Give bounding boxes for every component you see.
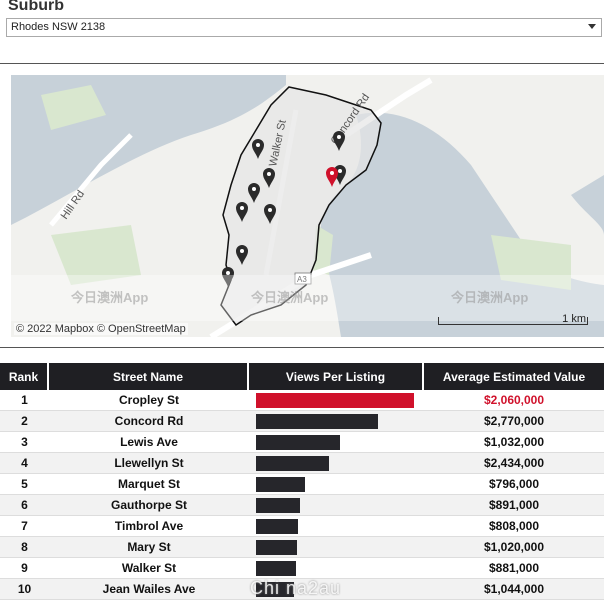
table-row[interactable]: 5 Marquet St $796,000 — [0, 474, 604, 495]
divider-mid — [0, 347, 604, 348]
scale-bar — [438, 317, 588, 325]
road-hill — [49, 133, 133, 227]
street-name-cell: Cropley St — [49, 390, 249, 411]
views-bar — [256, 476, 305, 492]
suburb-map[interactable]: Walker St Concord Rd Hill Rd A3 今日澳洲App … — [11, 75, 604, 337]
views-per-listing-cell — [249, 516, 424, 537]
average-estimated-value-cell: $808,000 — [424, 516, 604, 537]
table-row[interactable]: 7 Timbrol Ave $808,000 — [0, 516, 604, 537]
views-bar — [256, 497, 300, 513]
street-name-cell: Concord Rd — [49, 411, 249, 432]
watermark-band — [11, 275, 604, 321]
street-name-cell: Timbrol Ave — [49, 516, 249, 537]
views-bar — [256, 539, 297, 555]
street-name-cell: Llewellyn St — [49, 453, 249, 474]
watermark-1: 今日澳洲App — [71, 290, 149, 305]
watermark-3: 今日澳洲App — [451, 290, 529, 305]
road-badge-label: A3 — [297, 275, 307, 284]
scale-label: 1 km — [562, 313, 586, 325]
table-row[interactable]: 4 Llewellyn St $2,434,000 — [0, 453, 604, 474]
table-row[interactable]: 1 Cropley St $2,060,000 — [0, 390, 604, 411]
views-bar — [256, 455, 329, 471]
header-rank: Rank — [0, 363, 49, 390]
table-row[interactable]: 9 Walker St $881,000 — [0, 558, 604, 579]
pin-markers — [222, 131, 346, 287]
views-bar — [256, 434, 340, 450]
rank-cell: 3 — [0, 432, 49, 453]
rank-cell: 7 — [0, 516, 49, 537]
location-pin-icon[interactable] — [248, 183, 260, 203]
table-row[interactable]: 3 Lewis Ave $1,032,000 — [0, 432, 604, 453]
views-per-listing-cell — [249, 474, 424, 495]
rank-cell: 8 — [0, 537, 49, 558]
views-per-listing-cell — [249, 558, 424, 579]
chevron-down-icon — [588, 24, 596, 29]
park-east — [491, 235, 571, 290]
views-per-listing-cell — [249, 579, 424, 600]
views-per-listing-cell — [249, 453, 424, 474]
average-estimated-value-cell: $1,032,000 — [424, 432, 604, 453]
location-pin-icon[interactable] — [263, 168, 275, 188]
average-estimated-value-cell: $881,000 — [424, 558, 604, 579]
location-pin-icon[interactable] — [264, 204, 276, 224]
suburb-select-value: Rhodes NSW 2138 — [11, 21, 106, 33]
rank-cell: 6 — [0, 495, 49, 516]
street-name-cell: Mary St — [49, 537, 249, 558]
header-views-per-listing: Views Per Listing — [249, 363, 424, 390]
views-bar — [256, 392, 414, 408]
rank-cell: 10 — [0, 579, 49, 600]
ranking-table: Rank Street Name Views Per Listing Avera… — [0, 363, 604, 600]
water-bay-east — [571, 175, 604, 235]
location-pin-icon[interactable] — [222, 267, 234, 287]
rank-cell: 4 — [0, 453, 49, 474]
views-per-listing-cell — [249, 411, 424, 432]
average-estimated-value-cell: $2,770,000 — [424, 411, 604, 432]
rank-cell: 5 — [0, 474, 49, 495]
views-per-listing-cell — [249, 432, 424, 453]
rank-cell: 2 — [0, 411, 49, 432]
views-bar — [256, 581, 294, 597]
divider-top — [0, 63, 604, 64]
map-attribution[interactable]: © 2022 Mapbox © OpenStreetMap — [14, 323, 188, 335]
street-name-cell: Gauthorpe St — [49, 495, 249, 516]
views-per-listing-cell — [249, 390, 424, 411]
average-estimated-value-cell: $1,044,000 — [424, 579, 604, 600]
footer-watermark: Chi na2au — [250, 578, 342, 598]
table-row[interactable]: 2 Concord Rd $2,770,000 — [0, 411, 604, 432]
street-name-cell: Lewis Ave — [49, 432, 249, 453]
location-pin-icon[interactable] — [333, 131, 345, 151]
suburb-label: Suburb — [8, 0, 64, 14]
location-pin-icon[interactable] — [252, 139, 264, 159]
table-row[interactable]: 8 Mary St $1,020,000 — [0, 537, 604, 558]
views-bar — [256, 518, 298, 534]
park-west — [51, 225, 141, 285]
park-north — [41, 85, 106, 130]
location-pin-icon[interactable] — [236, 245, 248, 265]
table-row[interactable]: 10 Jean Wailes Ave $1,044,000 — [0, 579, 604, 600]
street-name-cell: Walker St — [49, 558, 249, 579]
header-street-name: Street Name — [49, 363, 249, 390]
map-canvas: Walker St Concord Rd Hill Rd A3 — [11, 75, 604, 337]
suburb-select[interactable]: Rhodes NSW 2138 — [6, 18, 602, 37]
average-estimated-value-cell: $796,000 — [424, 474, 604, 495]
average-estimated-value-cell: $1,020,000 — [424, 537, 604, 558]
header-average-estimated-value: Average Estimated Value — [424, 363, 604, 390]
views-bar — [256, 560, 296, 576]
street-name-cell: Marquet St — [49, 474, 249, 495]
average-estimated-value-cell: $2,060,000 — [424, 390, 604, 411]
road-badge — [294, 272, 312, 285]
street-name-cell: Jean Wailes Ave — [49, 579, 249, 600]
table-row[interactable]: 6 Gauthorpe St $891,000 — [0, 495, 604, 516]
watermark-2: 今日澳洲App — [251, 290, 329, 305]
average-estimated-value-cell: $891,000 — [424, 495, 604, 516]
views-per-listing-cell — [249, 495, 424, 516]
rank-cell: 9 — [0, 558, 49, 579]
selected-location-pin-icon[interactable] — [326, 167, 338, 187]
rank-cell: 1 — [0, 390, 49, 411]
views-per-listing-cell — [249, 537, 424, 558]
location-pin-icon[interactable] — [236, 202, 248, 222]
average-estimated-value-cell: $2,434,000 — [424, 453, 604, 474]
views-bar — [256, 413, 378, 429]
